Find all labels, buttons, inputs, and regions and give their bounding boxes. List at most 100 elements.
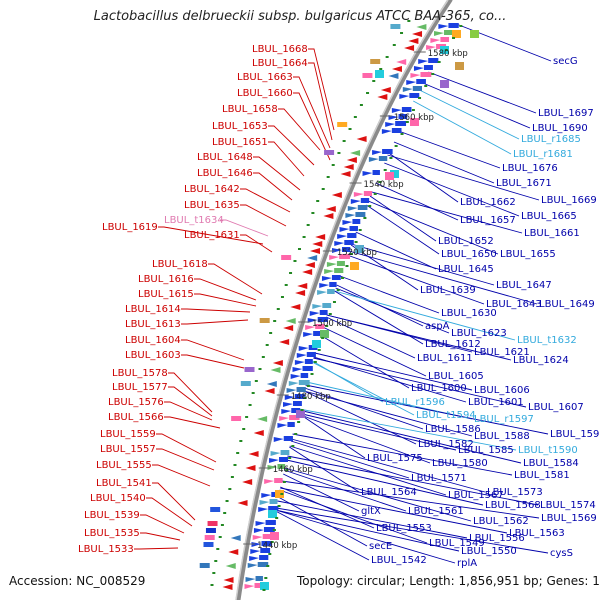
right-gene-label[interactable]: LBUL_1662 — [460, 197, 516, 208]
left-gene-label[interactable]: LBUL_1631 — [184, 230, 240, 241]
right-gene-label[interactable]: LBUL_1567 — [448, 490, 504, 501]
left-gene-label[interactable]: LBUL_1578 — [112, 368, 168, 379]
left-gene-label[interactable]: LBUL_1614 — [125, 304, 181, 315]
right-gene-label[interactable]: LBUL_1575 — [367, 453, 423, 464]
left-gene-label[interactable]: LBUL_1559 — [100, 429, 156, 440]
left-gene-label[interactable]: LBUL_1557 — [100, 444, 156, 455]
left-gene-label[interactable]: LBUL_1539 — [84, 510, 140, 521]
right-gene-label[interactable]: LBUL_1574 — [540, 500, 596, 511]
right-gene-label[interactable]: LBUL_t1590 — [518, 445, 578, 456]
right-gene-label[interactable]: LBUL_1643 — [486, 299, 542, 310]
right-gene-label[interactable]: LBUL_r1685 — [521, 134, 581, 145]
left-gene-label[interactable]: LBUL_1658 — [222, 104, 278, 115]
right-gene-label[interactable]: LBUL_1607 — [528, 402, 584, 413]
right-gene-label[interactable]: LBUL_1586 — [425, 424, 481, 435]
left-gene-label[interactable]: LBUL_1635 — [184, 200, 240, 211]
right-gene-label[interactable]: LBUL_1645 — [438, 264, 494, 275]
right-gene-label[interactable]: LBUL_1580 — [432, 458, 488, 469]
left-gene-label[interactable]: LBUL_1653 — [212, 121, 268, 132]
right-gene-label[interactable]: LBUL_r1596 — [385, 397, 445, 408]
right-gene-label[interactable]: LBUL_1697 — [538, 108, 594, 119]
left-gene-label[interactable]: LBUL_1642 — [184, 184, 240, 195]
right-gene-label[interactable]: LBUL_1649 — [539, 299, 595, 310]
left-gene-label[interactable]: LBUL_1555 — [96, 460, 152, 471]
right-gene-label[interactable]: LBUL_1588 — [474, 431, 530, 442]
right-gene-label[interactable]: LBUL_1563 — [509, 528, 565, 539]
right-gene-label[interactable]: LBUL_1553 — [376, 523, 432, 534]
right-gene-label[interactable]: aspA — [425, 321, 450, 332]
right-gene-label[interactable]: cysS — [550, 548, 573, 559]
right-gene-label[interactable]: LBUL_1639 — [420, 285, 476, 296]
right-gene-label[interactable]: LBUL_1573 — [487, 487, 543, 498]
left-gene-label[interactable]: LBUL_1646 — [197, 168, 253, 179]
right-gene-label[interactable]: LBUL_1561 — [408, 506, 464, 517]
left-gene-label[interactable]: LBUL_1603 — [125, 350, 181, 361]
left-gene-label[interactable]: LBUL_1540 — [90, 493, 146, 504]
right-gene-label[interactable]: LBUL_1582 — [418, 439, 474, 450]
right-gene-label[interactable]: LBUL_1549 — [429, 538, 485, 549]
right-gene-label[interactable]: gltX — [361, 506, 381, 517]
right-gene-label[interactable]: LBUL_1542 — [371, 555, 427, 566]
right-gene-label[interactable]: LBUL_1690 — [532, 123, 588, 134]
left-gene-label[interactable]: LBUL_1604 — [125, 335, 181, 346]
right-gene-label[interactable]: LBUL_1611 — [417, 353, 473, 364]
right-gene-label[interactable]: LBUL_1661 — [524, 228, 580, 239]
right-gene-label[interactable]: LBUL_1657 — [460, 215, 516, 226]
left-gene-label[interactable]: LBUL_1613 — [125, 319, 181, 330]
right-gene-label[interactable]: LBUL_1647 — [496, 280, 552, 291]
right-gene-label[interactable]: LBUL_1571 — [411, 473, 467, 484]
right-gene-label[interactable]: LBUL_1665 — [521, 211, 577, 222]
right-gene-label[interactable]: LBUL_r1681 — [513, 149, 573, 160]
left-gene-label[interactable]: LBUL_1664 — [252, 58, 308, 69]
right-gene-label[interactable]: LBUL_1569 — [541, 513, 597, 524]
right-gene-label[interactable]: LBUL_t1594 — [416, 410, 476, 421]
right-gene-label[interactable]: LBUL_1606 — [474, 385, 530, 396]
left-gene-label[interactable]: LBUL_1648 — [197, 152, 253, 163]
left-gene-label[interactable]: LBUL_1535 — [84, 528, 140, 539]
right-gene-label[interactable]: LBUL_1600 — [411, 383, 467, 394]
left-gene-label[interactable]: LBUL_t1634 — [164, 215, 224, 226]
right-gene-label[interactable]: LBUL_1671 — [496, 178, 552, 189]
left-gene-label[interactable]: LBUL_1616 — [138, 274, 194, 285]
right-gene-label[interactable]: LBUL_1623 — [451, 328, 507, 339]
right-gene-label[interactable]: LBUL_1612 — [425, 339, 481, 350]
left-gene-label[interactable]: LBUL_1541 — [96, 478, 152, 489]
left-gene-label[interactable]: LBUL_1660 — [237, 88, 293, 99]
left-gene-label[interactable]: LBUL_1668 — [252, 44, 308, 55]
right-gene-label[interactable]: LBUL_1598 — [550, 429, 600, 440]
right-gene-label[interactable]: LBUL_1601 — [468, 397, 524, 408]
right-gene-label[interactable]: LBUL_r1597 — [474, 414, 534, 425]
right-gene-label[interactable]: secG — [553, 56, 578, 67]
right-gene-label[interactable]: LBUL_1581 — [514, 470, 570, 481]
left-gene-label[interactable]: LBUL_1566 — [108, 412, 164, 423]
right-gene-label[interactable]: LBUL_1562 — [473, 516, 529, 527]
left-gene-label[interactable]: LBUL_1619 — [102, 222, 158, 233]
gene-feature — [269, 499, 278, 504]
right-gene-label[interactable]: secE — [369, 541, 392, 552]
right-gene-label[interactable]: LBUL_1652 — [438, 236, 494, 247]
left-gene-label[interactable]: LBUL_1651 — [212, 137, 268, 148]
right-gene-label[interactable]: LBUL_1624 — [513, 355, 569, 366]
right-gene-label[interactable]: LBUL_1550 — [461, 546, 517, 557]
right-gene-label[interactable]: rplA — [457, 558, 477, 569]
right-gene-label[interactable]: LBUL_1630 — [441, 308, 497, 319]
right-gene-label[interactable]: LBUL_t1632 — [517, 335, 577, 346]
left-gene-label[interactable]: LBUL_1533 — [78, 544, 134, 555]
right-gene-label[interactable]: LBUL_1605 — [428, 371, 484, 382]
right-gene-label[interactable]: LBUL_1584 — [523, 458, 579, 469]
right-gene-label[interactable]: LBUL_1556 — [469, 533, 525, 544]
left-gene-label[interactable]: LBUL_1663 — [237, 72, 293, 83]
right-gene-label[interactable]: LBUL_1621 — [474, 347, 530, 358]
left-gene-label[interactable]: LBUL_1576 — [108, 397, 164, 408]
left-gene-label[interactable]: LBUL_1615 — [138, 289, 194, 300]
right-gene-label[interactable]: LBUL_1676 — [502, 163, 558, 174]
minor-tick — [321, 337, 325, 339]
right-gene-label[interactable]: LBUL_1568 — [485, 500, 541, 511]
right-gene-label[interactable]: LBUL_1669 — [541, 195, 597, 206]
right-gene-label[interactable]: LBUL_1585 — [458, 445, 514, 456]
left-gene-label[interactable]: LBUL_1577 — [112, 382, 168, 393]
left-gene-label[interactable]: LBUL_1618 — [152, 259, 208, 270]
right-gene-label[interactable]: LBUL_1564 — [361, 487, 417, 498]
right-gene-label[interactable]: LBUL_1655 — [500, 249, 556, 260]
right-gene-label[interactable]: LBUL_1650 — [441, 249, 497, 260]
